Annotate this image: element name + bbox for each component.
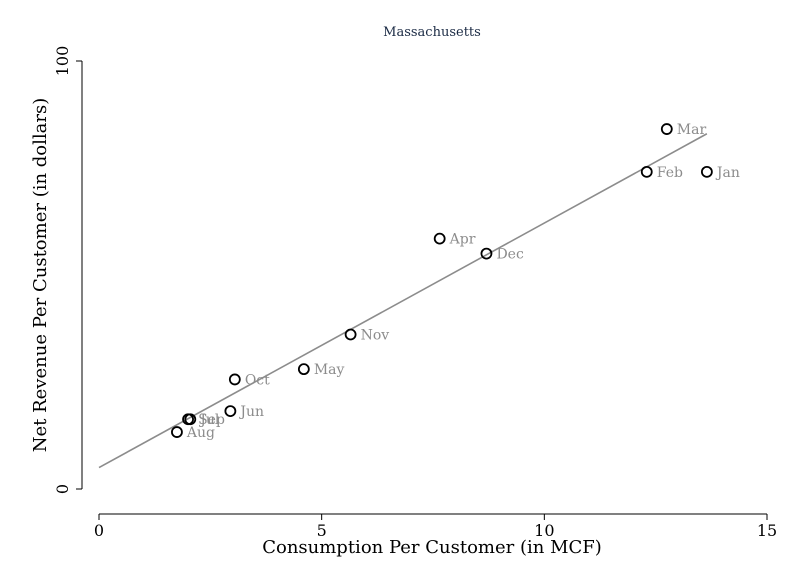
x-tick-label: 15: [757, 521, 777, 540]
data-point-feb: [640, 165, 653, 178]
point-label-mar: Mar: [677, 122, 707, 138]
point-label-feb: Feb: [657, 165, 683, 181]
data-point-oct: [228, 373, 241, 386]
x-tick-label: 0: [94, 521, 104, 540]
data-point-jan: [700, 165, 713, 178]
y-axis-label: Net Revenue Per Customer (in dollars): [30, 98, 51, 453]
x-axis-label: Consumption Per Customer (in MCF): [262, 537, 602, 558]
data-point-nov: [344, 328, 357, 341]
data-point-jun: [224, 405, 237, 418]
chart-title: Massachusetts: [383, 25, 481, 40]
x-tick-label: 5: [317, 521, 327, 540]
data-point-mar: [660, 123, 673, 135]
y-tick-label: 0: [53, 484, 72, 494]
y-tick-label: 100: [53, 46, 72, 77]
point-label-jun: Jun: [238, 404, 264, 420]
fit-line-group: [98, 133, 708, 469]
point-label-may: May: [314, 362, 345, 378]
data-point-aug: [171, 426, 183, 438]
point-label-jan: Jan: [715, 165, 740, 181]
fit-line: [98, 133, 708, 469]
point-label-oct: Oct: [245, 372, 270, 388]
point-label-aug: Aug: [186, 425, 215, 441]
axes: 0 5 10 15 0 100: [53, 46, 777, 540]
data-point-apr: [433, 232, 446, 245]
x-tick-label: 10: [534, 521, 554, 540]
point-label-dec: Dec: [496, 247, 524, 263]
data-point-may: [297, 363, 310, 376]
point-label-apr: Apr: [449, 232, 476, 248]
data-point-dec: [480, 247, 493, 260]
data-point-sep: [182, 413, 194, 426]
point-label-nov: Nov: [361, 327, 390, 343]
point-label-sep: Sep: [198, 412, 225, 428]
point-label-jul: Jul: [198, 412, 220, 428]
